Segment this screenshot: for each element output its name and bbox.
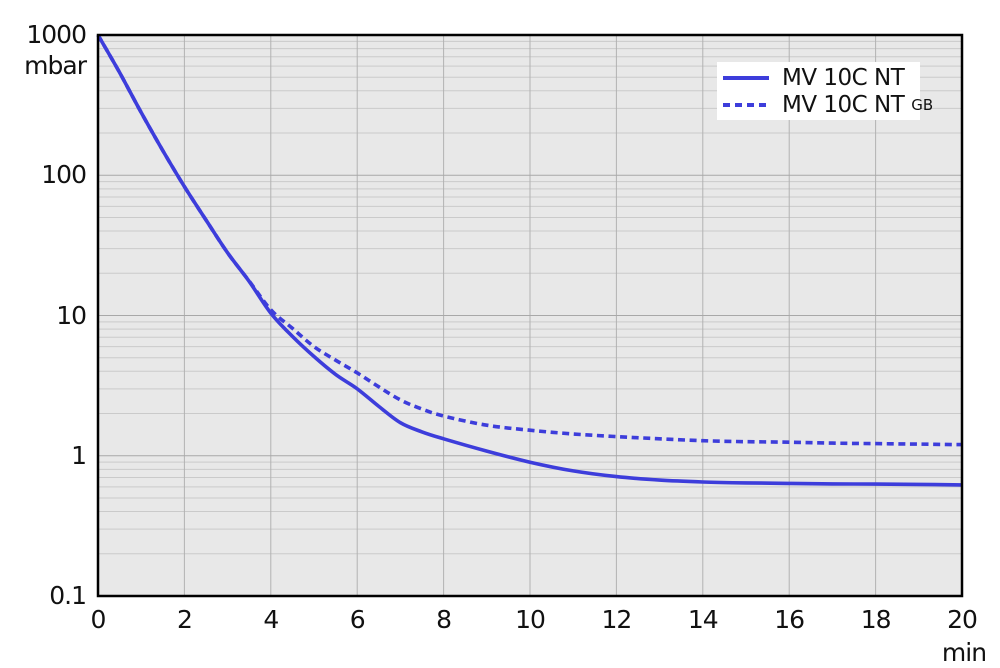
x-tick-label: 10 bbox=[515, 605, 546, 634]
x-tick-label: 18 bbox=[860, 605, 892, 634]
x-tick-label: 20 bbox=[947, 605, 978, 634]
x-tick-label: 4 bbox=[263, 605, 279, 634]
y-tick-label: 0.1 bbox=[49, 581, 87, 610]
x-tick-label: 14 bbox=[687, 605, 719, 634]
x-tick-label: 6 bbox=[349, 605, 366, 634]
x-tick-label: 16 bbox=[774, 605, 805, 634]
y-tick-label: 10 bbox=[56, 300, 87, 330]
y-tick-label: 1 bbox=[71, 440, 87, 470]
y-tick-label: 1000 bbox=[26, 20, 87, 49]
legend-item-mv-10c-nt: MV 10C NT bbox=[723, 64, 920, 91]
legend-item-mv-10c-nt-gb: MV 10C NT GB bbox=[723, 91, 933, 118]
x-tick-label: 0 bbox=[90, 605, 107, 634]
legend-item-label: MV 10C NT bbox=[782, 91, 905, 118]
legend-solid-line-sample bbox=[723, 75, 769, 80]
legend-item-label: MV 10C NT bbox=[782, 64, 905, 91]
y-axis-unit-label: mbar bbox=[24, 51, 87, 80]
x-tick-label: 2 bbox=[176, 605, 193, 634]
y-tick-label: 100 bbox=[41, 160, 87, 190]
curve-dashed bbox=[96, 34, 963, 447]
legend-item-suffix: GB bbox=[911, 95, 934, 114]
legend: MV 10C NT MV 10C NT GB bbox=[717, 62, 933, 120]
legend-dashed-line-sample bbox=[723, 102, 769, 107]
plot-frame bbox=[96, 33, 964, 598]
x-axis-unit-label: min bbox=[941, 638, 987, 667]
x-tick-label: 12 bbox=[601, 605, 632, 634]
x-tick-label: 8 bbox=[436, 605, 452, 634]
